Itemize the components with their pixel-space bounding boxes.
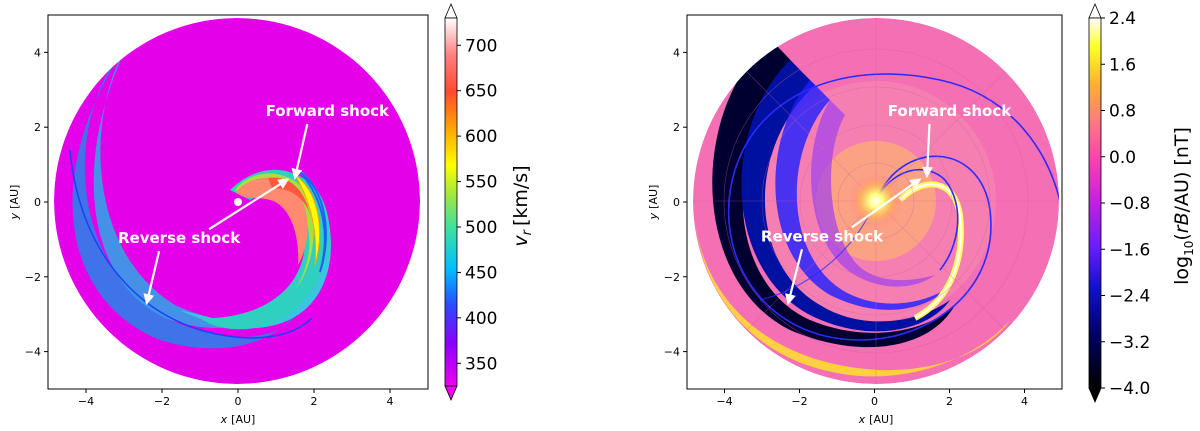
- annotation-arrow: [921, 123, 933, 179]
- annotation-reverse-shock: Reverse shock: [761, 227, 884, 245]
- sun-marker: [234, 198, 242, 206]
- colorbar-extend-top-1: [444, 2, 458, 19]
- colorbar-label-1: vr[km/s]: [510, 165, 535, 246]
- x-axis-label-1: x [AU]: [220, 413, 256, 426]
- colorbar-tick-label: −4.0: [1109, 379, 1150, 399]
- colorbar-tick-label: 600: [465, 127, 497, 147]
- colorbar-tick-label: 700: [465, 36, 497, 56]
- annotation-arrow: [851, 178, 922, 229]
- annotations-1: Forward shock Reverse shock: [118, 102, 390, 306]
- colorbar-tick-label: −2.4: [1109, 287, 1150, 307]
- annotation-reverse-shock: Reverse shock: [118, 229, 241, 247]
- y-tick-label: −4: [664, 346, 680, 359]
- colorbar-tick-label: 650: [465, 82, 497, 102]
- x-tick-label: −2: [154, 395, 170, 408]
- colorbar-tick-label: 550: [465, 173, 497, 193]
- colorbar-tick-label: −1.6: [1109, 240, 1150, 260]
- colorbar-1: 350 400 450 500 550 600 650 700 vr[km/s]: [444, 2, 535, 402]
- x-axis-label-2: x [AU]: [858, 413, 894, 426]
- colorbar-extend-bottom-1: [444, 385, 458, 402]
- colorbar-tick-label: 2.4: [1109, 9, 1136, 29]
- y-tick-label: 4: [34, 46, 41, 59]
- x-tick-label: 4: [1021, 395, 1028, 408]
- y-tick-label: 4: [673, 46, 680, 59]
- annotation-arrow: [291, 123, 309, 180]
- annotations-2: Forward shock Reverse shock: [761, 102, 1012, 306]
- colorbar-extend-top-2: [1088, 2, 1102, 19]
- heatmap-magnetic-field: [693, 18, 1059, 384]
- y-tick-label: −2: [664, 271, 680, 284]
- colorbar-tick-label: 500: [465, 218, 497, 238]
- annotation-arrow: [785, 248, 804, 306]
- y-tick-label: −2: [25, 271, 41, 284]
- x-tick-label: 4: [387, 395, 394, 408]
- y-tick-label: 2: [673, 121, 680, 134]
- axis-ticks-1: −4 −2 0 2 4 −4 −2 0 2 4: [25, 46, 394, 408]
- annotation-arrow: [143, 250, 161, 306]
- annotation-forward-shock: Forward shock: [266, 102, 390, 120]
- colorbar-extend-bottom-2: [1088, 387, 1102, 404]
- x-tick-label: 2: [946, 395, 953, 408]
- y-axis-label-1: y[AU]: [8, 185, 21, 221]
- colorbar-tick-label: 350: [465, 354, 497, 374]
- colorbar-tick-label: −3.2: [1109, 333, 1150, 353]
- axis-ticks-2: −4 −2 0 2 4 −4 −2 0 2 4: [664, 46, 1028, 408]
- y-axis-label-2: y[AU]: [647, 185, 660, 221]
- x-tick-label: 0: [235, 395, 242, 408]
- x-tick-label: −4: [716, 395, 732, 408]
- colorbar-gradient-2: [1088, 17, 1102, 389]
- panel-magnetic-field: −4 −2 0 2 4 −4 −2 0 2 4 x [AU] y[AU] Forward shock…: [647, 2, 1196, 426]
- y-tick-label: 2: [34, 121, 41, 134]
- annotation-arrow: [208, 178, 290, 231]
- y-tick-label: 0: [673, 196, 680, 209]
- colorbar-tick-label: 0.8: [1109, 102, 1136, 122]
- x-tick-label: −4: [78, 395, 94, 408]
- annotation-forward-shock: Forward shock: [888, 102, 1012, 120]
- colorbar-tick-label: 400: [465, 309, 497, 329]
- colorbar-tick-label: 0.0: [1109, 148, 1136, 168]
- x-tick-label: 0: [871, 395, 878, 408]
- y-tick-label: −4: [25, 346, 41, 359]
- colorbar-tick-label: −0.8: [1109, 194, 1150, 214]
- colorbar-gradient-1: [444, 17, 458, 387]
- x-tick-label: −2: [791, 395, 807, 408]
- y-tick-label: 0: [34, 196, 41, 209]
- panel-radial-velocity: −4 −2 0 2 4 −4 −2 0 2 4 x [AU] y[AU] Forward shock…: [8, 2, 535, 426]
- x-tick-label: 2: [311, 395, 318, 408]
- colorbar-tick-label: 1.6: [1109, 55, 1136, 75]
- colorbar-label-2: log10(rB/AU) [nT]: [1171, 127, 1196, 285]
- colorbar-tick-label: 450: [465, 263, 497, 283]
- colorbar-2: −4.0 −3.2 −2.4 −1.6 −0.8 0.0 0.8 1.6 2.4 log10(r…: [1088, 2, 1196, 404]
